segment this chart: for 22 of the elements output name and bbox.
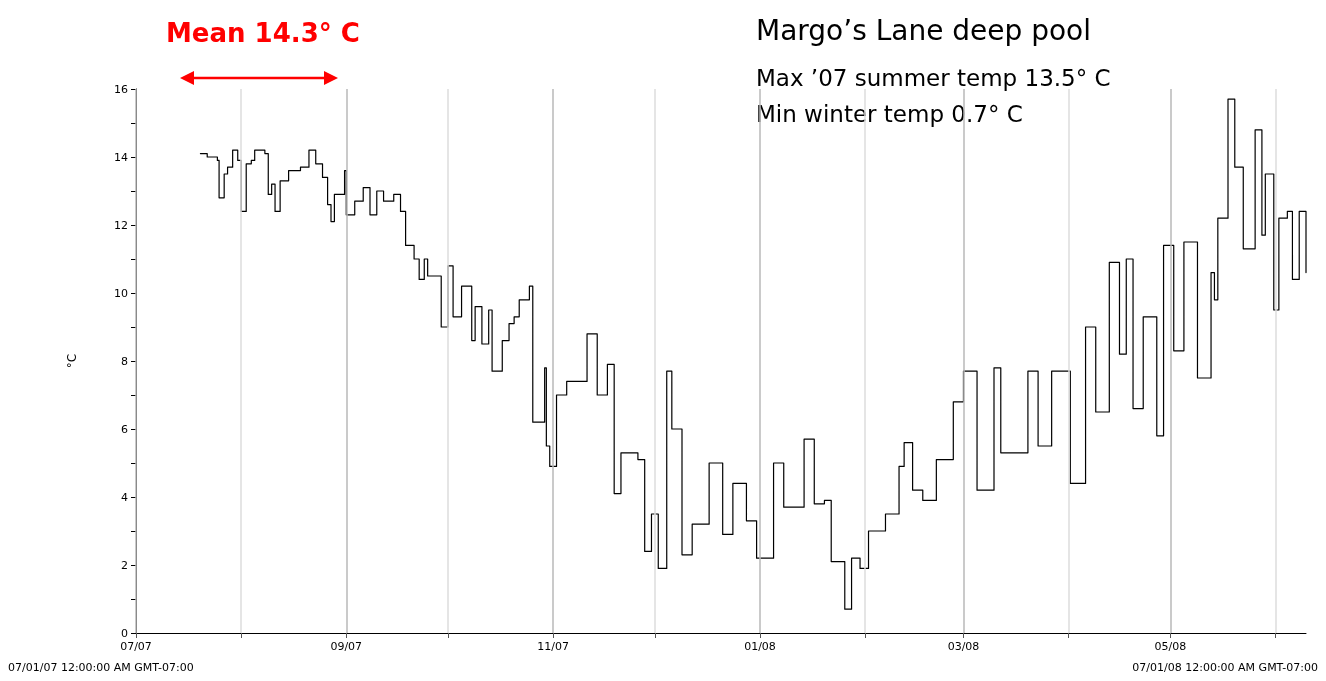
y-tick-label: 4: [121, 490, 128, 504]
annotation: Min winter temp 0.7° C: [756, 100, 1023, 127]
text: 07/01/07 12:00:00 AM GMT-07:00: [8, 661, 194, 674]
x-tick-label: 11/07: [537, 640, 569, 653]
text: 07/01/08 12:00:00 AM GMT-07:00: [1132, 661, 1319, 674]
y-tick-label: 2: [121, 558, 128, 572]
y-axis-title: °C: [65, 353, 79, 369]
y-tick-label: 6: [121, 422, 128, 436]
y-tick-label: 10: [114, 286, 128, 300]
y-tick-label: 12: [114, 218, 128, 232]
y-tick-label: 0: [121, 626, 128, 640]
annotation: Max ’07 summer temp 13.5° C: [756, 64, 1111, 91]
y-tick-label: 14: [114, 150, 128, 164]
x-tick-label: 03/08: [947, 640, 980, 653]
x-tick-label: 09/07: [330, 640, 363, 653]
x-tick-label: 05/08: [1154, 640, 1187, 653]
chart-title: Margo’s Lane deep pool: [756, 13, 1091, 47]
x-tick-label: 01/08: [744, 640, 776, 653]
y-tick-label: 16: [114, 82, 128, 96]
x-tick-label: 07/07: [120, 640, 152, 653]
y-tick-label: 8: [121, 354, 128, 368]
text: Mean 14.3° C: [166, 18, 360, 48]
